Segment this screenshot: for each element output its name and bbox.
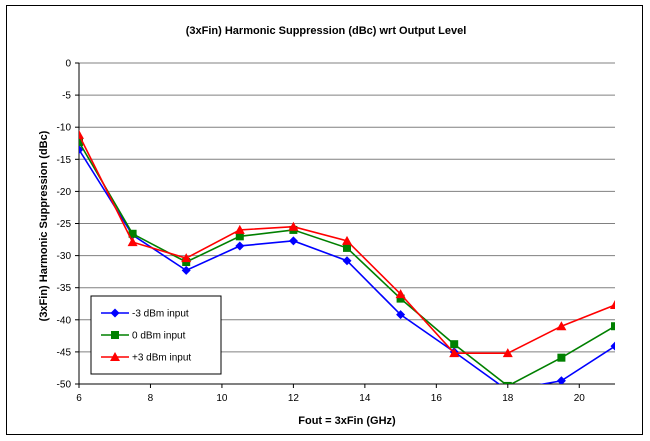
- y-tick-label: -10: [57, 123, 72, 134]
- y-tick-label: 0: [65, 59, 71, 70]
- data-point: [235, 232, 244, 241]
- x-tick-label: 18: [502, 393, 514, 404]
- data-point: [79, 129, 84, 139]
- data-point: [449, 348, 460, 358]
- data-point: [181, 253, 192, 263]
- data-point: [235, 241, 245, 251]
- data-point: [79, 145, 84, 155]
- data-point: [503, 381, 512, 384]
- legend-label: +3 dBm input: [132, 353, 191, 364]
- legend-marker: [110, 308, 120, 318]
- data-point: [610, 300, 615, 310]
- y-tick-label: -40: [57, 315, 72, 326]
- data-point: [288, 236, 298, 246]
- x-tick-label: 12: [288, 393, 300, 404]
- data-point: [342, 256, 352, 266]
- legend-marker: [111, 331, 119, 339]
- x-tick-label: 6: [76, 393, 82, 404]
- data-point: [342, 235, 352, 245]
- data-point: [181, 265, 191, 275]
- data-point: [556, 376, 566, 384]
- data-point: [556, 321, 567, 331]
- x-axis-title: Fout = 3xFin (GHz): [298, 415, 396, 427]
- legend-label: -3 dBm input: [132, 309, 189, 320]
- chart-title: (3xFin) Harmonic Suppression (dBc) wrt O…: [186, 25, 467, 37]
- data-point: [343, 243, 351, 252]
- data-point: [557, 353, 566, 362]
- data-point: [396, 310, 406, 320]
- x-tick-label: 8: [148, 393, 154, 404]
- x-tick-label: 10: [216, 393, 228, 404]
- legend: -3 dBm input 0 dBm input +3 dBm input: [90, 295, 222, 375]
- y-tick-label: -20: [57, 187, 72, 198]
- x-tick-label: 16: [431, 393, 443, 404]
- data-point: [502, 348, 513, 358]
- x-tick-label: 14: [359, 393, 371, 404]
- data-point: [395, 289, 406, 299]
- y-tick-label: -25: [57, 219, 72, 230]
- y-tick-label: -50: [57, 380, 72, 391]
- data-point: [396, 294, 405, 303]
- y-axis-title: (3xFin) Harmonic Suppression (dBc): [38, 130, 50, 321]
- series-2: [79, 129, 615, 358]
- data-point: [128, 229, 137, 238]
- y-tick-label: -5: [62, 91, 71, 102]
- y-tick-label: -35: [57, 283, 72, 294]
- data-point: [234, 224, 245, 234]
- data-point: [79, 137, 83, 146]
- data-point: [610, 341, 615, 351]
- data-point: [611, 322, 615, 331]
- chart-frame: (3xFin) Harmonic Suppression (dBc) wrt O…: [6, 5, 643, 435]
- plot-area: 0 -5 -10 -15 -20 -25 -30 -35 -40 -45 -50 6 8 10 12 14 16…: [57, 59, 615, 404]
- x-tick-label: 20: [574, 393, 586, 404]
- y-tick-label: -15: [57, 155, 72, 166]
- y-tick-label: -45: [57, 347, 72, 358]
- legend-marker: [110, 352, 120, 361]
- data-point: [450, 340, 459, 349]
- y-tick-label: -30: [57, 251, 72, 262]
- chart-svg: (3xFin) Harmonic Suppression (dBc) wrt O…: [38, 25, 615, 427]
- legend-label: 0 dBm input: [132, 331, 186, 342]
- data-point: [288, 221, 299, 231]
- data-point: [127, 237, 138, 247]
